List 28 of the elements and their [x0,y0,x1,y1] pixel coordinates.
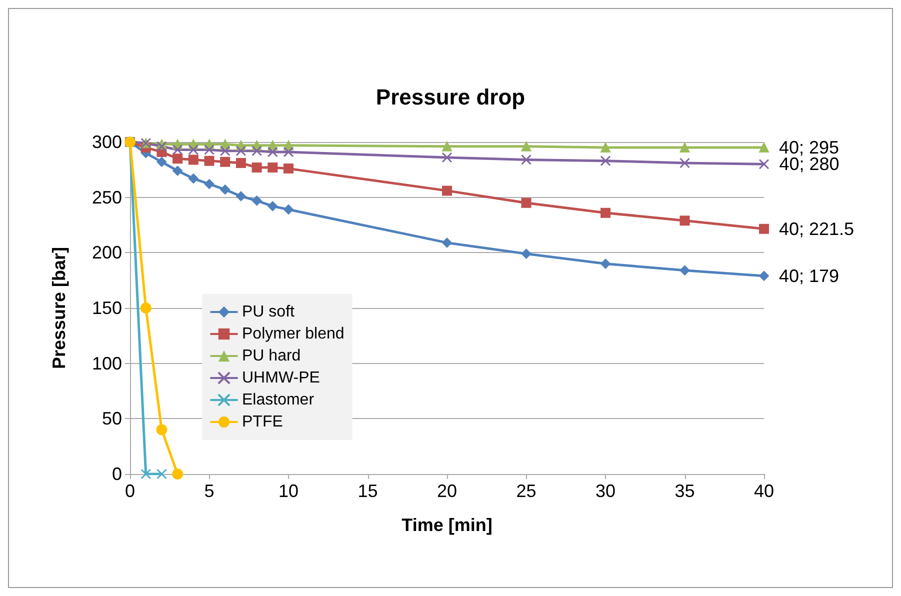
x-tick-label: 0 [124,481,136,501]
data-label: 40; 295 [779,138,840,158]
x-tick-label: 35 [674,481,695,501]
x-tick-label: 20 [436,481,458,501]
legend-label: UHMW-PE [242,370,320,386]
y-tick-label: 250 [92,187,122,208]
x-tick-label: 25 [516,481,536,501]
y-tick-label: 50 [102,408,122,429]
legend-label: Polymer blend [242,326,344,342]
y-tick-label: 200 [92,242,122,263]
y-tick-label: 150 [92,298,122,318]
y-tick-label: 100 [92,353,122,374]
y-axis-title: Pressure [bar] [49,246,69,370]
x-tick-label: 5 [204,481,214,501]
chart-title: Pressure drop [376,84,526,110]
y-tick-label: 0 [112,464,122,484]
data-label: 40; 179 [779,266,840,286]
legend-label: PU hard [242,348,301,364]
x-tick-label: 15 [358,481,378,501]
y-tick-label: 300 [92,132,122,152]
x-tick-label: 10 [278,481,299,501]
legend-label: Elastomer [242,392,315,408]
x-tick-label: 40 [754,481,774,501]
data-label: 40; 221.5 [779,218,854,239]
x-axis-title: Time [min] [402,515,492,535]
x-tick-label: 30 [595,481,616,501]
legend-label: PTFE [242,414,283,430]
legend-label: PU soft [242,304,296,320]
